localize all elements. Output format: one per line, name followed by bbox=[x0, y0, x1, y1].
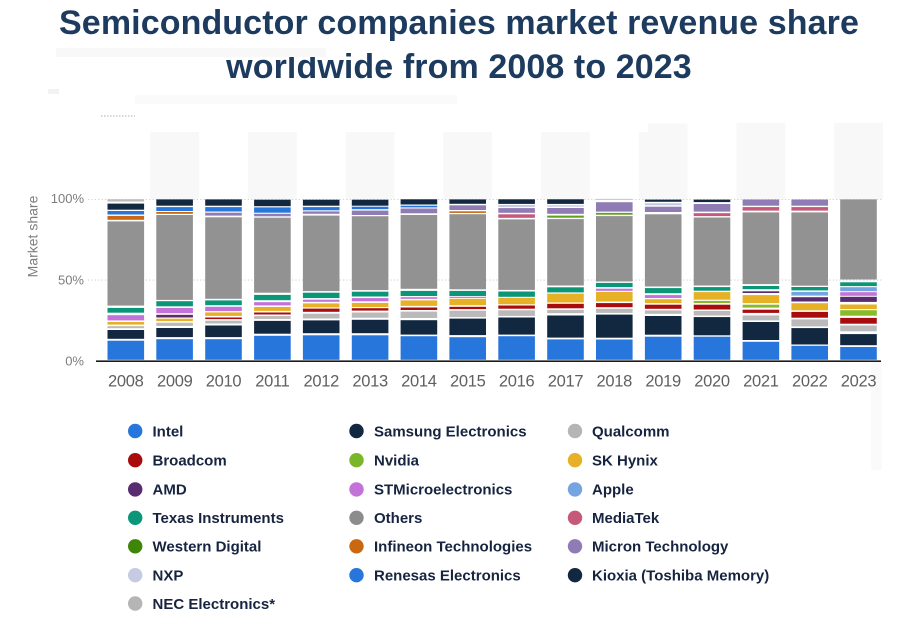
svg-text:Apple: Apple bbox=[592, 482, 634, 499]
svg-text:Others: Others bbox=[374, 510, 422, 527]
svg-text:2008: 2008 bbox=[108, 372, 144, 390]
svg-text:MediaTek: MediaTek bbox=[592, 510, 660, 527]
svg-text:2019: 2019 bbox=[645, 372, 681, 390]
svg-text:Kioxia (Toshiba Memory): Kioxia (Toshiba Memory) bbox=[592, 568, 769, 585]
svg-text:2012: 2012 bbox=[303, 372, 339, 390]
svg-text:2010: 2010 bbox=[206, 372, 242, 390]
svg-text:2009: 2009 bbox=[157, 372, 193, 390]
svg-text:Texas Instruments: Texas Instruments bbox=[153, 510, 284, 527]
svg-text:100%: 100% bbox=[51, 191, 85, 206]
svg-text:Infineon Technologies: Infineon Technologies bbox=[374, 539, 532, 556]
svg-text:2015: 2015 bbox=[450, 372, 486, 390]
svg-text:Qualcomm: Qualcomm bbox=[592, 423, 670, 440]
svg-text:2016: 2016 bbox=[499, 372, 535, 390]
svg-text:2022: 2022 bbox=[792, 372, 828, 390]
svg-text:Intel: Intel bbox=[153, 423, 184, 440]
svg-text:NXP: NXP bbox=[153, 568, 184, 585]
svg-text:AMD: AMD bbox=[153, 482, 187, 499]
svg-text:STMicroelectronics: STMicroelectronics bbox=[374, 482, 512, 499]
svg-text:NEC Electronics*: NEC Electronics* bbox=[153, 596, 276, 613]
svg-text:Market share: Market share bbox=[25, 195, 41, 277]
svg-text:2013: 2013 bbox=[352, 372, 388, 390]
svg-text:Renesas Electronics: Renesas Electronics bbox=[374, 568, 521, 585]
svg-text:2023: 2023 bbox=[841, 372, 877, 390]
svg-text:2017: 2017 bbox=[548, 372, 584, 390]
svg-text:Broadcom: Broadcom bbox=[153, 453, 227, 470]
svg-text:SK Hynix: SK Hynix bbox=[592, 453, 659, 470]
svg-text:0%: 0% bbox=[65, 353, 84, 368]
svg-text:2021: 2021 bbox=[743, 372, 779, 390]
svg-text:Western Digital: Western Digital bbox=[153, 539, 262, 556]
svg-text:Micron Technology: Micron Technology bbox=[592, 539, 729, 556]
svg-text:50%: 50% bbox=[58, 272, 84, 287]
svg-text:Samsung Electronics: Samsung Electronics bbox=[374, 423, 527, 440]
svg-text:2014: 2014 bbox=[401, 372, 437, 390]
svg-text:Nvidia: Nvidia bbox=[374, 453, 420, 470]
svg-text:2011: 2011 bbox=[255, 372, 289, 390]
svg-text:2020: 2020 bbox=[694, 372, 730, 390]
svg-text:2018: 2018 bbox=[597, 372, 633, 390]
